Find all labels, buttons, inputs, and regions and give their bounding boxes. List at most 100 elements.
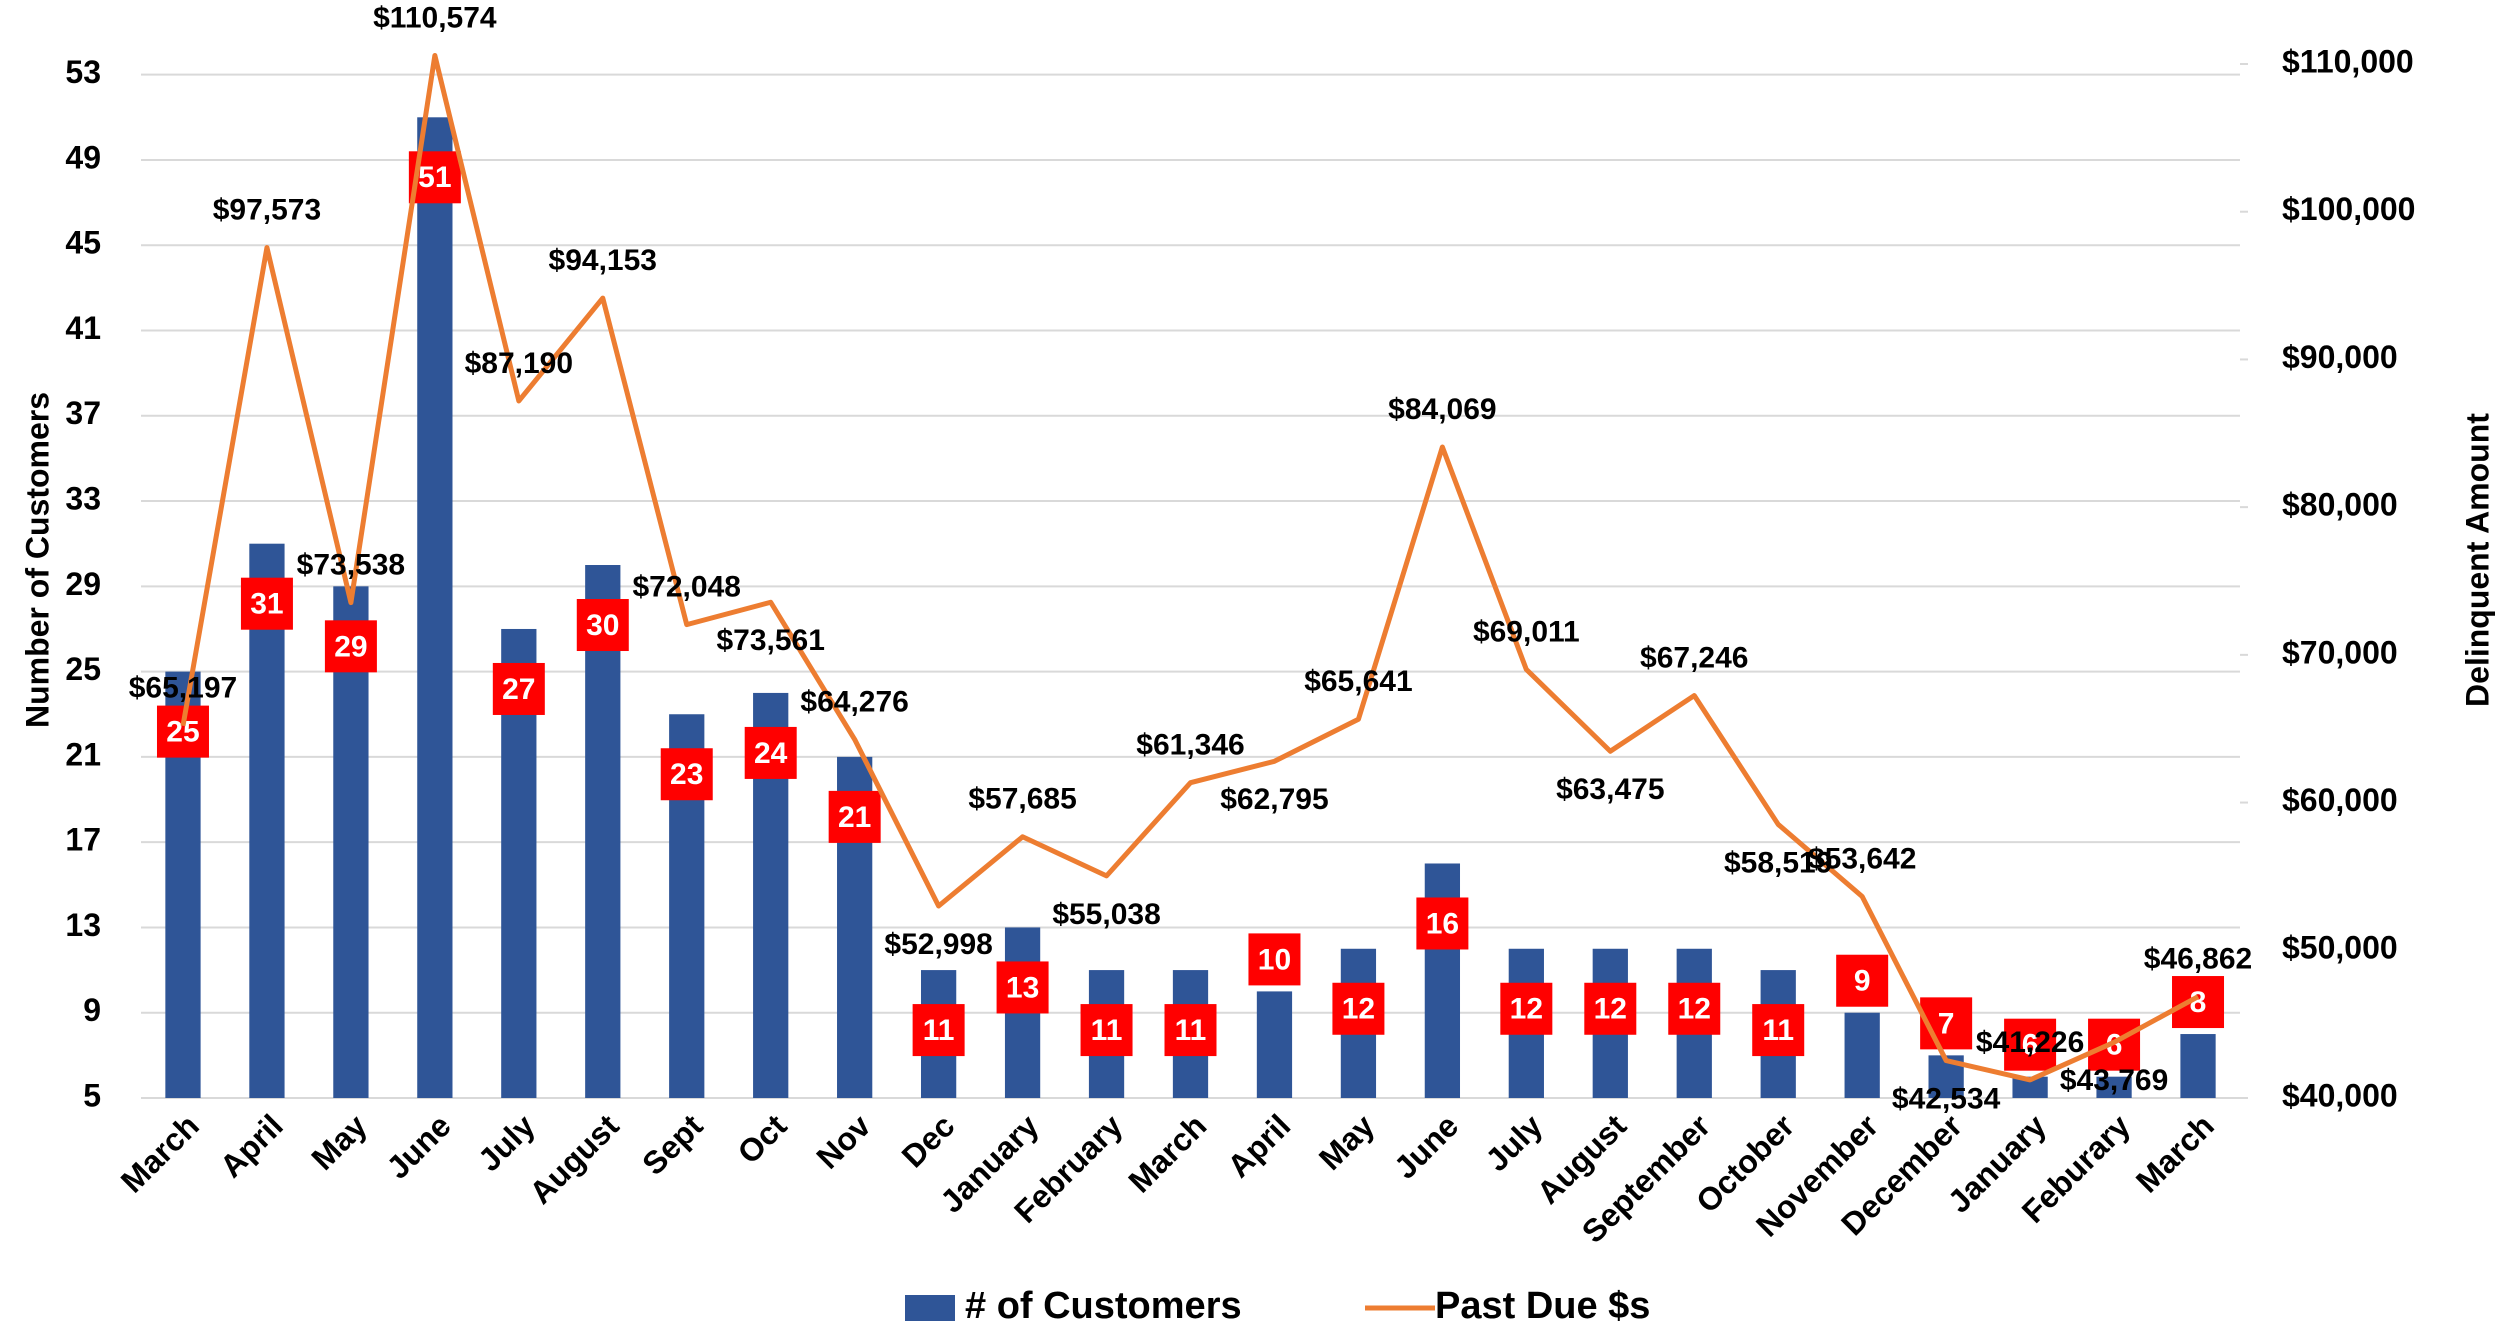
y-tick-label: 21	[65, 736, 101, 772]
data-label-box	[744, 726, 797, 779]
data-label: 10	[1258, 943, 1291, 976]
y-tick-label: 25	[65, 651, 101, 687]
data-label: 29	[334, 630, 367, 663]
bar	[2096, 1076, 2132, 1098]
legend-swatch	[905, 1295, 955, 1321]
legend-label: Past Due $s	[1435, 1285, 1650, 1327]
data-label: $55,038	[1052, 898, 1160, 931]
data-label: 6	[2022, 1029, 2039, 1062]
data-label: 11	[1175, 1014, 1207, 1047]
x-tick-label: Oct	[730, 1107, 793, 1170]
x-tick-label: July	[471, 1107, 542, 1178]
data-label: 11	[1091, 1014, 1123, 1047]
data-label: $58,519	[1724, 846, 1832, 879]
y2-tick-label: $50,000	[2282, 930, 2398, 966]
data-label: $84,069	[1388, 393, 1496, 426]
data-label: 13	[1006, 971, 1039, 1004]
data-label-box	[2172, 976, 2225, 1029]
data-label-box	[1584, 982, 1637, 1035]
y-tick-label: 9	[83, 992, 101, 1028]
data-label-box	[1416, 897, 1469, 950]
data-label: $69,011	[1473, 615, 1580, 648]
y-axis-label: Number of Customers	[19, 392, 55, 728]
y-tick-label: 41	[65, 310, 101, 346]
data-label: 27	[502, 673, 535, 706]
y-tick-label: 45	[65, 225, 101, 261]
data-label-box	[1332, 982, 1385, 1035]
data-label: $52,998	[884, 928, 992, 961]
data-label: 12	[1678, 993, 1711, 1026]
x-tick-label: March	[1121, 1107, 1213, 1199]
data-label-box	[1668, 982, 1721, 1035]
data-label: 11	[923, 1014, 955, 1047]
y2-tick-label: $100,000	[2282, 191, 2415, 227]
data-label: $72,048	[633, 571, 741, 604]
data-label: 9	[1854, 965, 1871, 998]
y-tick-label: 13	[65, 907, 101, 943]
data-label: 6	[2106, 1029, 2123, 1062]
bar	[249, 543, 285, 1098]
data-label: $42,534	[1892, 1082, 2001, 1115]
x-tick-label: August	[522, 1107, 626, 1211]
data-label: $57,685	[968, 783, 1076, 816]
data-label-box	[1752, 1004, 1805, 1057]
data-label-box	[1500, 982, 1553, 1035]
y2-tick-label: $110,000	[2282, 43, 2414, 79]
line	[180, 53, 2200, 1083]
y2-axis-label: Delinquent Amount	[2459, 413, 2495, 707]
data-label: 11	[1762, 1014, 1794, 1047]
data-label: $94,153	[549, 244, 657, 277]
data-label-box	[492, 662, 545, 715]
data-label: 51	[418, 161, 451, 194]
data-label: $97,573	[213, 193, 321, 226]
data-label: $43,769	[2060, 1064, 2168, 1097]
data-label-box	[1164, 1004, 1217, 1057]
data-label: $64,276	[800, 685, 908, 718]
data-label-box	[576, 599, 629, 652]
data-label: $62,795	[1220, 783, 1328, 816]
data-label: 23	[670, 758, 703, 791]
data-label-box	[996, 961, 1049, 1014]
x-tick-label: Dec	[895, 1107, 962, 1174]
data-label: 21	[838, 801, 871, 834]
bar	[2012, 1076, 2048, 1098]
data-label: 12	[1594, 993, 1627, 1026]
data-label-box	[912, 1004, 965, 1057]
data-label-box	[1836, 954, 1889, 1007]
data-label: $87,190	[465, 347, 573, 380]
data-label: $73,538	[297, 549, 405, 582]
x-tick-label: April	[213, 1107, 290, 1184]
x-tick-label: Sept	[635, 1107, 710, 1182]
data-label: 7	[1938, 1007, 1955, 1040]
bar	[1844, 1012, 1880, 1098]
data-label: 12	[1510, 993, 1543, 1026]
bar	[585, 565, 621, 1098]
data-label-box	[660, 748, 713, 801]
x-tick-label: June	[1387, 1107, 1465, 1185]
data-label: $41,226	[1976, 1026, 2084, 1059]
x-tick-label: June	[380, 1107, 458, 1185]
x-tick-label: May	[304, 1107, 374, 1177]
data-label: $53,642	[1808, 842, 1916, 875]
bar	[417, 117, 453, 1099]
y-tick-label: 49	[65, 139, 101, 175]
data-label: 8	[2190, 986, 2207, 1019]
y-tick-label: 37	[65, 395, 101, 431]
y-tick-label: 53	[65, 54, 101, 90]
data-label: $61,346	[1136, 729, 1244, 762]
y2-tick-label: $40,000	[2282, 1077, 2398, 1113]
data-label: 30	[586, 609, 619, 642]
y2-tick-label: $60,000	[2282, 782, 2398, 818]
y-tick-label: 17	[65, 822, 101, 858]
x-tick-label: Nov	[809, 1107, 877, 1175]
x-tick-label: July	[1479, 1107, 1550, 1178]
data-label-box	[2004, 1018, 2057, 1071]
x-tick-label: March	[2129, 1107, 2221, 1199]
x-tick-label: March	[114, 1107, 206, 1199]
y2-tick-label: $90,000	[2282, 339, 2398, 375]
y-tick-label: 33	[65, 481, 101, 517]
data-label: $73,561	[716, 624, 824, 657]
data-label: 16	[1426, 907, 1459, 940]
data-label: 24	[754, 737, 788, 770]
